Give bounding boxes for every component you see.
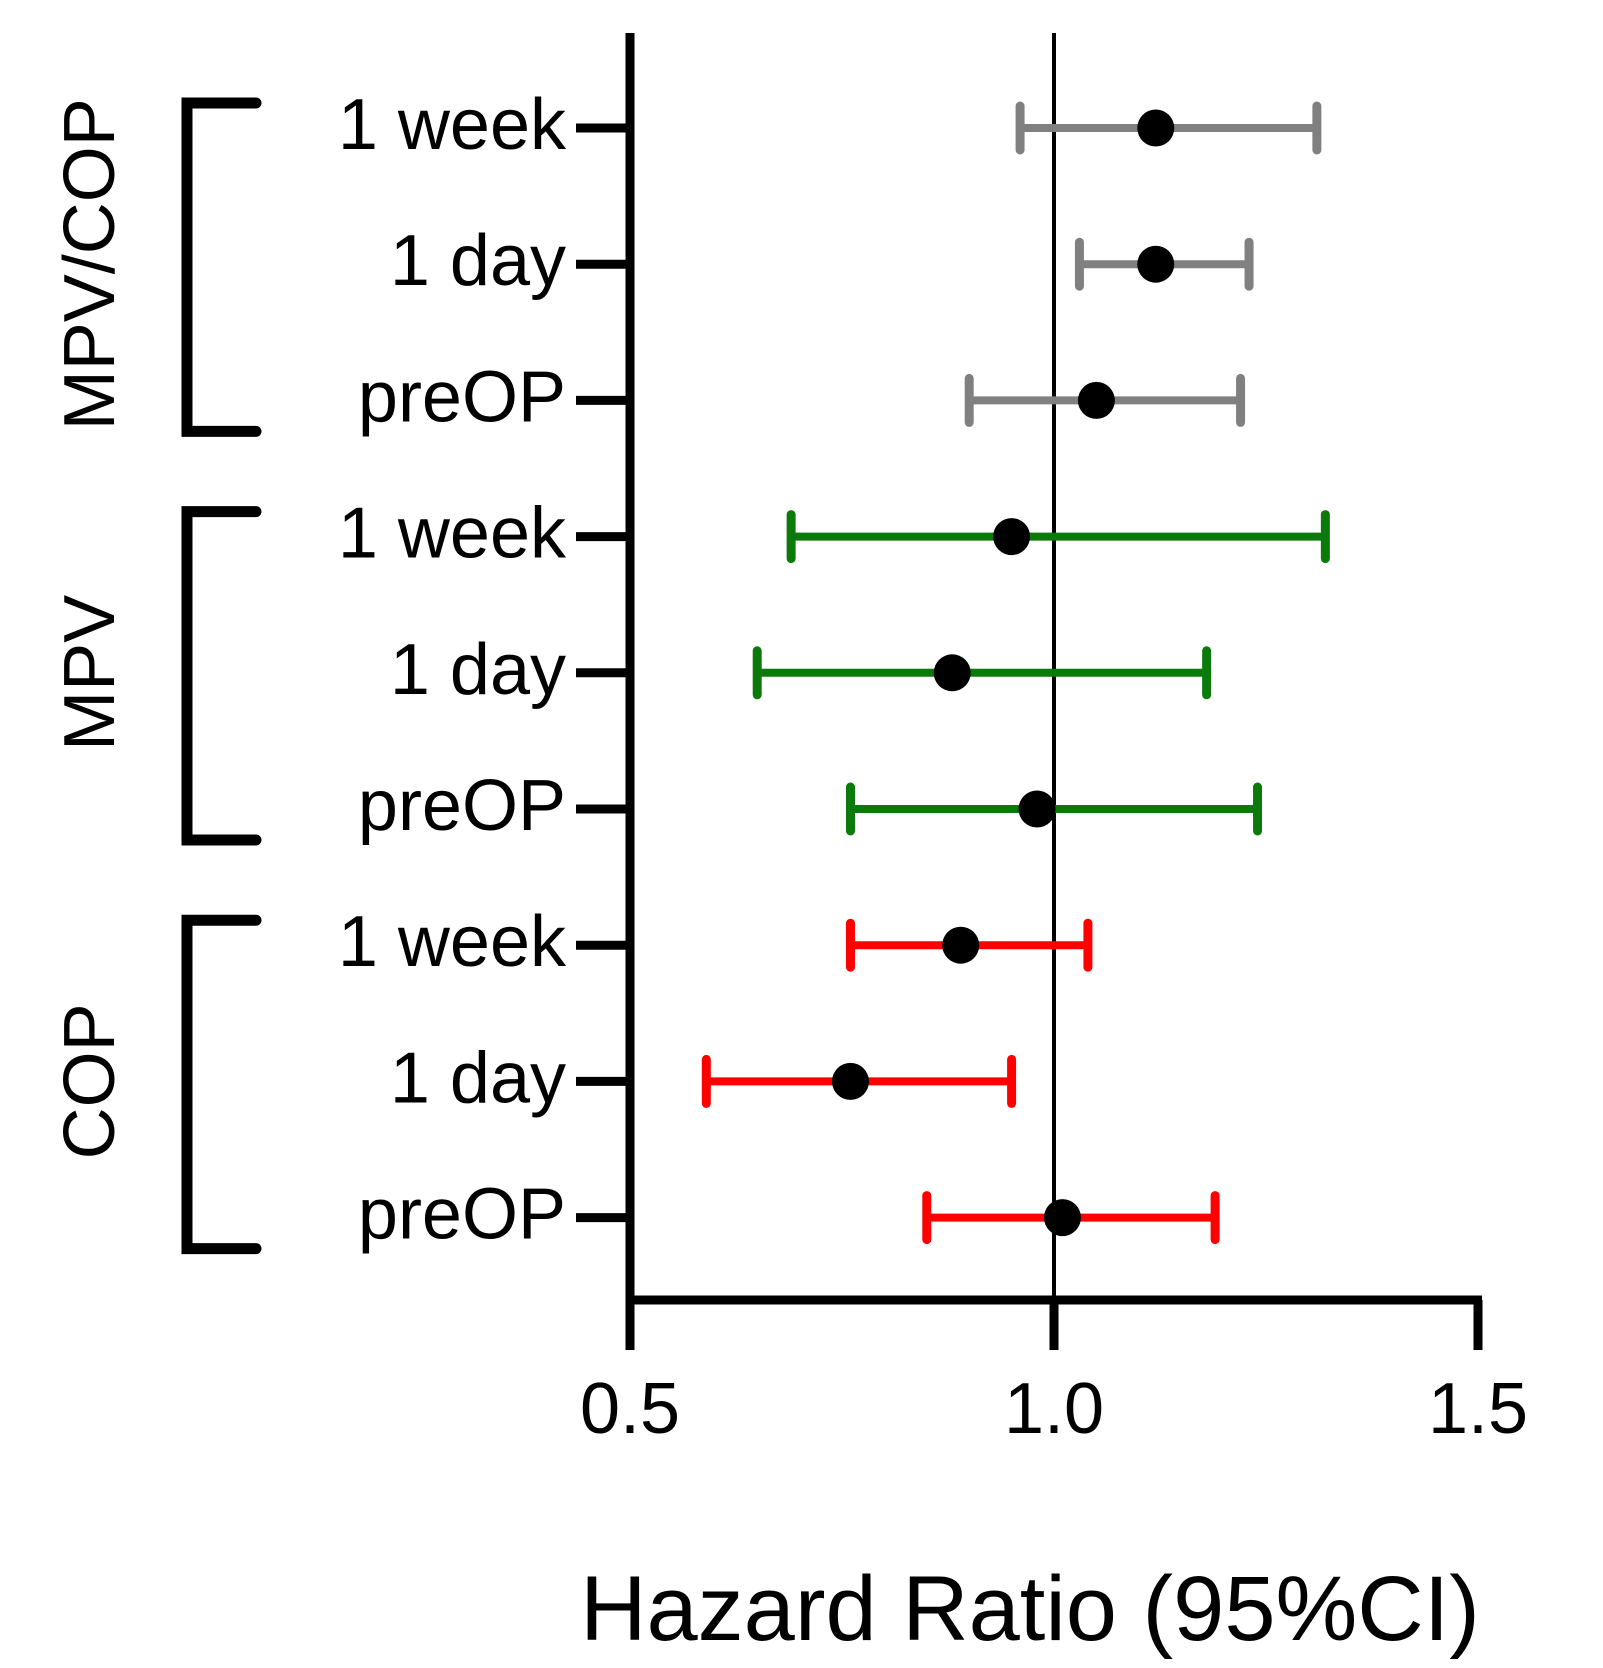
hazard-ratio-point — [993, 518, 1031, 556]
row-label: preOP — [358, 357, 566, 437]
row-label: 1 day — [390, 630, 566, 710]
hazard-ratio-point — [1077, 381, 1115, 419]
hazard-ratio-point — [1018, 790, 1056, 828]
group-bracket — [181, 506, 262, 846]
group-bracket — [181, 97, 262, 437]
row-label: preOP — [358, 1175, 566, 1255]
group-label: MPV/COP — [50, 98, 130, 430]
row-label: 1 day — [390, 221, 566, 301]
hazard-ratio-point — [1137, 109, 1175, 147]
row-label: 1 week — [338, 85, 567, 165]
group-label: COP — [50, 1003, 130, 1159]
row-label: preOP — [358, 766, 566, 846]
row-label: 1 day — [390, 1038, 566, 1118]
hazard-ratio-point — [1137, 245, 1175, 283]
row-label: 1 week — [338, 494, 567, 574]
hazard-ratio-point — [933, 654, 971, 692]
row-label: 1 week — [338, 902, 567, 982]
x-tick-label: 1.5 — [1428, 1369, 1528, 1449]
hazard-ratio-point — [831, 1062, 869, 1100]
group-label: MPV — [50, 595, 130, 751]
hazard-ratio-point — [942, 926, 980, 964]
group-bracket — [181, 914, 262, 1255]
x-axis-title: Hazard Ratio (95%CI) — [580, 1558, 1480, 1660]
x-tick-label: 1.0 — [1004, 1369, 1104, 1449]
hazard-ratio-point — [1043, 1199, 1081, 1237]
x-tick-label: 0.5 — [580, 1369, 680, 1449]
